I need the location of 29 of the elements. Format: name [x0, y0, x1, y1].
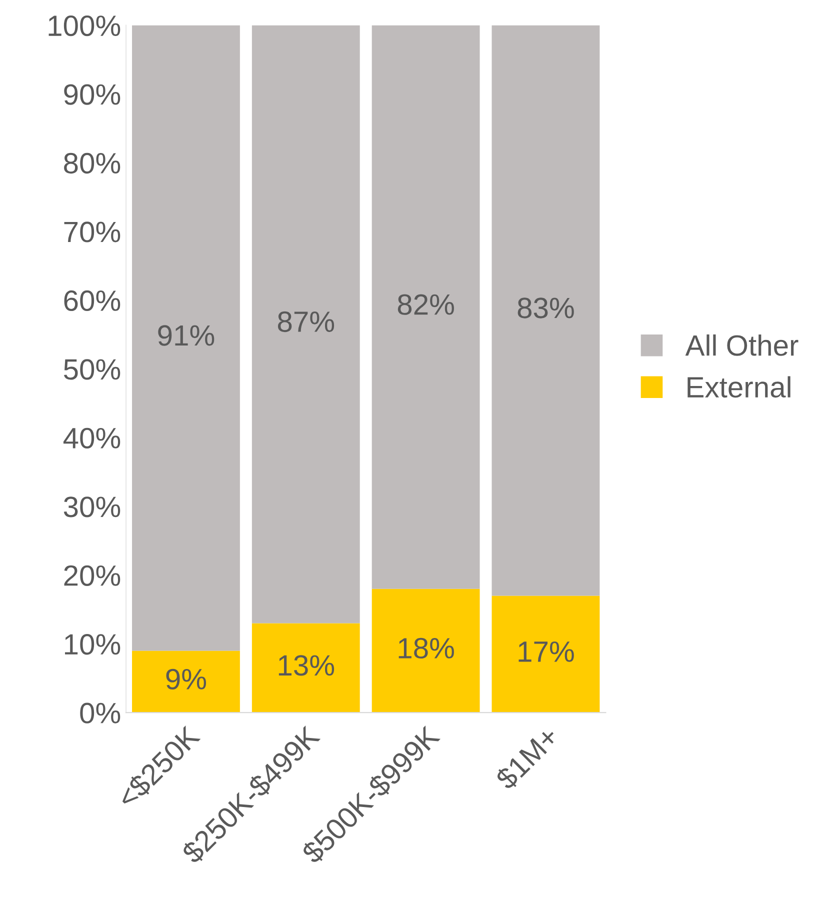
bar [372, 588, 480, 713]
data-label: 91% [158, 325, 214, 346]
y-tick-label: 10% [65, 634, 120, 655]
data-label: 87% [278, 311, 334, 332]
y-tick-label: 30% [64, 496, 120, 518]
data-label: 17% [518, 641, 574, 662]
y-tick-label: 0% [80, 702, 120, 724]
y-tick-label: 80% [64, 152, 120, 174]
bar [252, 623, 360, 713]
bar [252, 25, 360, 624]
data-label: 82% [398, 294, 454, 315]
legend-label: External [688, 376, 790, 398]
y-tick-label: 40% [63, 428, 120, 449]
bar [132, 25, 240, 651]
legend-label: All Other [685, 334, 798, 356]
y-tick-label: 90% [64, 84, 120, 105]
y-tick-label: 50% [64, 359, 120, 380]
y-tick-label: 100% [48, 15, 120, 36]
bar [492, 596, 600, 713]
data-label: 18% [398, 638, 454, 659]
bar [132, 650, 240, 713]
data-label: 9% [166, 668, 206, 690]
y-tick-label: 70% [64, 222, 120, 242]
bar [492, 25, 600, 596]
bar [372, 25, 480, 589]
data-label: 13% [278, 655, 334, 676]
y-tick-label: 60% [64, 290, 120, 312]
data-label: 83% [518, 298, 574, 318]
y-tick-label: 20% [64, 565, 120, 586]
